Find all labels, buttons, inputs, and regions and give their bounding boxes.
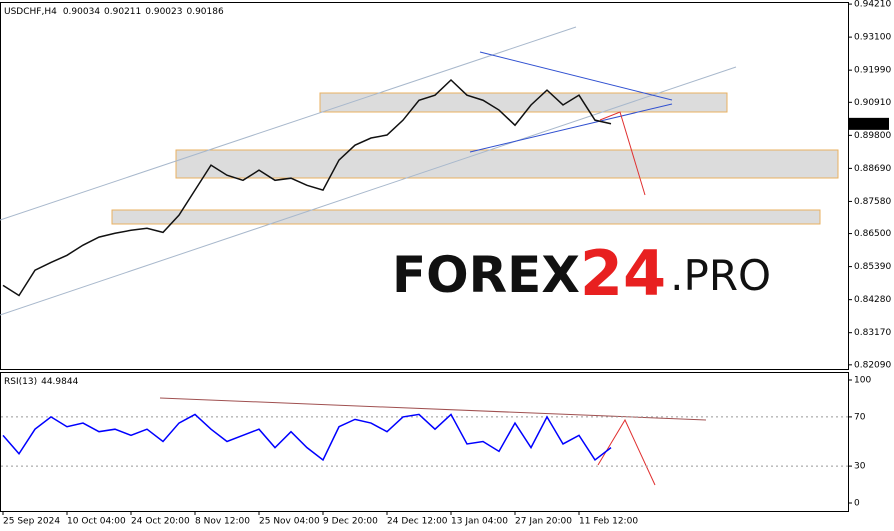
y-tick-label: 70: [854, 412, 866, 422]
last-price-box: [849, 117, 889, 130]
zones: [111, 92, 839, 225]
x-tick-label: 25 Nov 04:00: [259, 517, 320, 527]
y-tick-label: 0.82090: [854, 360, 891, 370]
rsi-value: 44.9844: [41, 377, 78, 387]
y-tick-label: 0.94210: [854, 0, 891, 10]
symbol: USDCHF,H4: [4, 7, 57, 17]
trend-lines: [0, 26, 737, 486]
y-tick-label: 30: [854, 462, 866, 472]
x-tick-label: 13 Jan 04:00: [451, 517, 508, 527]
header: USDCHF,H4 0.90034 0.90211 0.90023 0.90186: [4, 7, 224, 17]
forecast-arrow: [599, 111, 646, 196]
y-tick-label: 0.91990: [854, 66, 891, 76]
rsi-title: RSI(13) 44.9844: [4, 377, 79, 387]
x-tick-label: 24 Oct 20:00: [131, 517, 190, 527]
zone: [175, 149, 839, 179]
x-tick-label: 25 Sep 2024: [3, 517, 60, 527]
last-price-label: 0.90186: [852, 119, 889, 129]
rsi-trend-line: [159, 397, 707, 421]
x-tick-label: 11 Feb 12:00: [579, 517, 638, 527]
ohlc-value: 0.90023: [145, 7, 182, 17]
y-tick-label: 0.84280: [854, 295, 891, 305]
x-tick-label: 24 Dec 12:00: [387, 517, 448, 527]
zone: [111, 209, 821, 225]
logo-brand: FOREX: [392, 246, 580, 304]
y-tick-label: 0.90910: [854, 98, 891, 108]
series-line: [2, 78, 612, 297]
rsi-label: RSI(13): [4, 377, 37, 387]
y-tick-label: 0.87580: [854, 197, 891, 207]
y-tick-label: 0.89800: [854, 131, 891, 141]
zone: [319, 92, 728, 113]
logo: FOREX24.PRO: [392, 237, 771, 310]
x-tick-label: 10 Oct 04:00: [67, 517, 126, 527]
y-tick-label: 0: [854, 499, 860, 509]
triangle-line: [469, 103, 673, 153]
triangle-line: [479, 51, 673, 101]
y-tick-label: 0.83170: [854, 328, 891, 338]
logo-suffix: .PRO: [670, 251, 771, 300]
y-tick-label: 0.93100: [854, 33, 891, 43]
y-tick-label: 0.88690: [854, 164, 891, 174]
price-panel: [0, 2, 849, 370]
y-tick-label: 0.86500: [854, 229, 891, 239]
ohlc-value: 0.90186: [186, 7, 223, 17]
ohlc-value: 0.90034: [63, 7, 100, 17]
channel-line: [0, 26, 577, 221]
logo-number: 24: [580, 237, 666, 310]
x-tick-label: 9 Dec 20:00: [323, 517, 378, 527]
rsi-panel: [0, 372, 849, 512]
y-tick-label: 0.85390: [854, 262, 891, 272]
channel-line: [0, 66, 737, 316]
ohlc-value: 0.90211: [104, 7, 141, 17]
y-tick-label: 100: [854, 375, 871, 385]
x-tick-label: 8 Nov 12:00: [195, 517, 250, 527]
x-tick-label: 27 Jan 20:00: [515, 517, 572, 527]
series-line: [2, 413, 612, 462]
